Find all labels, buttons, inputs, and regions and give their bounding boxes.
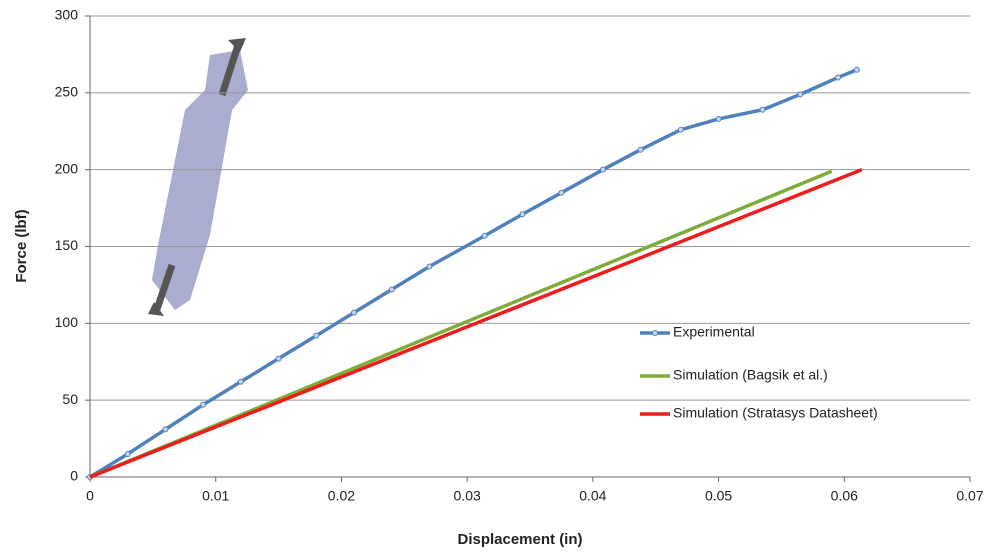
y-tick-label: 250 bbox=[55, 84, 79, 100]
data-point bbox=[836, 75, 841, 80]
specimen-illustration bbox=[148, 38, 248, 316]
y-tick-label: 100 bbox=[55, 314, 79, 330]
chart: Displacement (in) Force (lbf) 0 50 100 150 2… bbox=[0, 0, 990, 555]
data-point bbox=[638, 147, 643, 152]
data-point bbox=[276, 356, 281, 361]
data-point bbox=[352, 310, 357, 315]
y-tick-label: 200 bbox=[55, 160, 79, 176]
x-tick-label: 0.05 bbox=[705, 488, 732, 504]
data-point bbox=[798, 92, 803, 97]
y-axis-title: Force (lbf) bbox=[13, 209, 30, 282]
x-tick-label: 0 bbox=[86, 488, 94, 504]
data-point bbox=[125, 451, 130, 456]
x-tick-label: 0.04 bbox=[579, 488, 606, 504]
x-tick-label: 0.01 bbox=[202, 488, 229, 504]
data-point bbox=[201, 402, 206, 407]
data-point bbox=[854, 67, 859, 72]
y-tick-label: 300 bbox=[55, 7, 79, 23]
data-point bbox=[163, 427, 168, 432]
x-tick-label: 0.02 bbox=[328, 488, 355, 504]
legend-label: Experimental bbox=[673, 324, 755, 340]
data-point bbox=[716, 116, 721, 121]
y-tick-label: 0 bbox=[70, 468, 78, 484]
data-point bbox=[678, 127, 683, 132]
data-point bbox=[760, 107, 765, 112]
legend-label: Simulation (Bagsik et al.) bbox=[673, 367, 828, 383]
data-point bbox=[314, 333, 319, 338]
data-point bbox=[482, 233, 487, 238]
legend-label: Simulation (Stratasys Datasheet) bbox=[673, 405, 878, 421]
x-axis-title: Displacement (in) bbox=[457, 531, 582, 548]
data-point bbox=[600, 167, 605, 172]
y-tick-label: 150 bbox=[55, 237, 79, 253]
x-tick-label: 0.06 bbox=[831, 488, 858, 504]
data-point bbox=[559, 190, 564, 195]
data-point bbox=[238, 379, 243, 384]
data-point bbox=[389, 287, 394, 292]
legend-marker bbox=[653, 331, 658, 336]
x-tick-label: 0.03 bbox=[454, 488, 481, 504]
data-point bbox=[520, 212, 525, 217]
y-tick-label: 50 bbox=[62, 391, 78, 407]
data-point bbox=[427, 264, 432, 269]
x-tick-label: 0.07 bbox=[956, 488, 983, 504]
